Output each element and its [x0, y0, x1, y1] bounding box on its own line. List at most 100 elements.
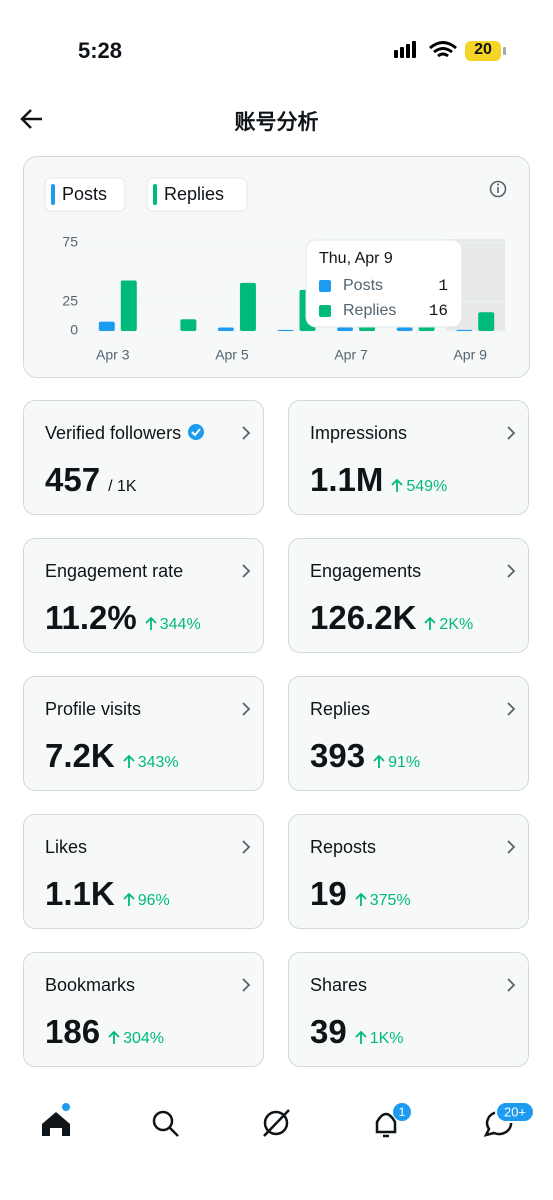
- x-tick-label: Apr 3: [96, 347, 130, 363]
- up-arrow: [355, 892, 367, 906]
- chevron: [506, 977, 516, 998]
- metric-change: 375%: [355, 892, 411, 909]
- bar: [180, 319, 197, 331]
- metric-number: 126.2K: [310, 599, 417, 636]
- metric-change-text: 304%: [123, 1030, 164, 1047]
- chevron: [241, 425, 251, 446]
- metric-change: 344%: [145, 616, 201, 633]
- metric-change-text: 549%: [406, 478, 448, 495]
- metric-label: Replies: [310, 699, 371, 719]
- metric-number: 393: [310, 737, 366, 774]
- metric-card[interactable]: Profile visits 7.2K 343%: [23, 676, 264, 791]
- chevron-icon: [507, 426, 516, 440]
- metric-label: Profile visits: [45, 699, 142, 719]
- bar: [277, 329, 294, 331]
- messages-badge: 20+: [504, 1104, 526, 1119]
- home-dot: [62, 1103, 70, 1111]
- metric-label: Engagement rate: [45, 561, 184, 581]
- bottom-nav: 1 20+: [42, 1101, 535, 1138]
- battery-level: 20: [474, 41, 492, 58]
- bar: [120, 280, 137, 331]
- metric-change: 2K%: [424, 616, 473, 633]
- metric-value: 126.2K 2K%: [310, 599, 473, 637]
- up-arrow: [355, 1030, 367, 1044]
- metric-number: 457: [45, 461, 101, 498]
- metric-change: 549%: [391, 478, 447, 495]
- metric-value: 7.2K 343%: [45, 737, 179, 775]
- metric-card[interactable]: Verified followers 457 / 1K: [23, 400, 264, 515]
- legend-label: Replies: [164, 184, 224, 204]
- metric-card[interactable]: Likes 1.1K 96%: [23, 814, 264, 929]
- metric-change-text: 2K%: [439, 616, 474, 633]
- tooltip-label: Replies: [343, 302, 396, 319]
- chevron-icon: [507, 840, 516, 854]
- bar: [478, 312, 495, 331]
- y-tick-label: 75: [62, 234, 78, 250]
- chevron-icon: [507, 978, 516, 992]
- up-arrow: [424, 616, 437, 630]
- metric-change-text: 96%: [137, 892, 170, 909]
- verified-icon: [188, 424, 205, 440]
- legend-item: [44, 177, 126, 212]
- bar: [98, 321, 115, 331]
- chevron-icon: [242, 564, 251, 578]
- grok-tab[interactable]: [263, 1109, 290, 1137]
- metric-label: Verified followers: [45, 423, 205, 444]
- status-time: 5:28: [78, 38, 123, 63]
- metric-label: Shares: [310, 975, 368, 995]
- back-button[interactable]: [18, 106, 46, 132]
- bar: [337, 327, 354, 331]
- search-tab[interactable]: [152, 1110, 179, 1137]
- metric-label: Likes: [45, 837, 88, 857]
- metric-change: 96%: [123, 892, 170, 909]
- metric-value: 1.1M 549%: [310, 461, 447, 499]
- metric-change: 91%: [373, 754, 420, 771]
- chevron-icon: [507, 564, 516, 578]
- metric-value: 11.2% 344%: [45, 599, 201, 637]
- tooltip: Thu, Apr 9 Posts 1 Replies 16: [305, 239, 463, 328]
- metric-change-text: 1K%: [369, 1030, 404, 1047]
- verified-badge: [181, 423, 205, 443]
- x-tick-label: Apr 9: [453, 347, 487, 363]
- page-title: 账号分析: [234, 111, 319, 134]
- metric-extra: / 1K: [108, 478, 137, 495]
- metric-card[interactable]: Reposts 19 375%: [288, 814, 529, 929]
- metric-card[interactable]: Engagement rate 11.2% 344%: [23, 538, 264, 653]
- up-arrow: [123, 754, 135, 768]
- tooltip-label: Posts: [343, 277, 383, 294]
- metric-number: 39: [310, 1013, 347, 1050]
- metric-value: 1.1K 96%: [45, 875, 170, 913]
- tooltip-value: 16: [429, 302, 448, 320]
- info-icon-bar: [497, 187, 499, 193]
- info-icon: [489, 180, 507, 198]
- metric-number: 19: [310, 875, 347, 912]
- notifications-badge-bg: [393, 1103, 411, 1121]
- legend-swatch: [153, 184, 157, 205]
- legend-label: Posts: [62, 184, 107, 204]
- metric-card[interactable]: Impressions 1.1M 549%: [288, 400, 529, 515]
- chevron: [241, 977, 251, 998]
- chevron: [506, 839, 516, 860]
- bar: [396, 327, 413, 331]
- metric-change: 304%: [108, 1030, 164, 1047]
- metric-card[interactable]: Bookmarks 186 304%: [23, 952, 264, 1067]
- bar: [239, 282, 256, 331]
- chevron: [241, 701, 251, 722]
- metric-card[interactable]: Replies 393 91%: [288, 676, 529, 791]
- notifications-tab[interactable]: [375, 1112, 397, 1138]
- bar: [217, 327, 234, 331]
- info-icon-dot: [497, 183, 499, 186]
- metric-card[interactable]: Engagements 126.2K 2K%: [288, 538, 529, 653]
- metric-value: 39 1K%: [310, 1013, 404, 1051]
- chevron-icon: [507, 702, 516, 716]
- home-tab[interactable]: [42, 1112, 70, 1136]
- metric-change-text: 344%: [159, 616, 201, 633]
- metric-label: Bookmarks: [45, 975, 136, 995]
- chevron: [241, 563, 251, 584]
- metric-number: 1.1M: [310, 461, 384, 498]
- metric-card[interactable]: Shares 39 1K%: [288, 952, 529, 1067]
- x-tick-label: Apr 5: [215, 347, 249, 363]
- bar: [456, 329, 473, 331]
- metric-value: 19 375%: [310, 875, 411, 913]
- chevron: [241, 839, 251, 860]
